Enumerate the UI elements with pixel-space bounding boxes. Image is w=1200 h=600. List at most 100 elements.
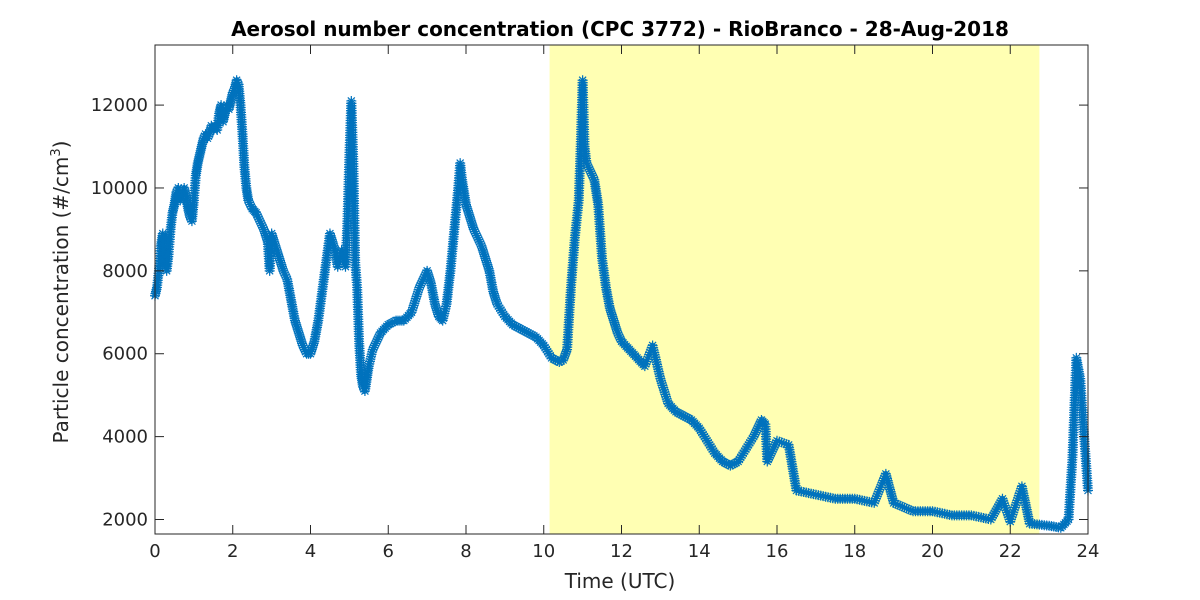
data-point: [274, 253, 285, 264]
data-point: [771, 437, 782, 448]
data-point: [479, 251, 490, 262]
data-point: [410, 293, 421, 304]
data-point: [608, 313, 619, 324]
data-point: [614, 332, 625, 343]
data-point: [890, 498, 901, 509]
data-point: [429, 299, 440, 310]
data-point: [418, 274, 429, 285]
data-point: [676, 409, 687, 420]
x-tick-label: 6: [383, 541, 394, 562]
data-point: [281, 272, 292, 283]
data-point: [472, 232, 483, 243]
data-point: [433, 309, 444, 320]
data-point: [1000, 502, 1011, 513]
y-tick-label: 8000: [102, 261, 148, 282]
chart-title: Aerosol number concentration (CPC 3772) …: [231, 17, 1009, 41]
data-point: [431, 305, 442, 316]
data-point: [674, 408, 685, 419]
data-point: [462, 205, 473, 216]
data-point: [291, 319, 302, 330]
data-point: [244, 197, 255, 208]
data-point: [305, 348, 316, 359]
data-point: [1011, 497, 1022, 508]
data-point: [422, 265, 433, 276]
data-point: [895, 500, 906, 511]
data-point: [471, 230, 482, 241]
data-point: [425, 276, 436, 287]
data-point: [640, 358, 651, 369]
data-point: [295, 334, 306, 345]
data-point: [260, 230, 271, 241]
data-point: [372, 334, 383, 345]
data-point: [877, 477, 888, 488]
data-point: [682, 412, 693, 423]
plot-area: 0 2 4 6 8 10 12 14 16 18 20 22 242000400060008000100…: [91, 44, 1100, 562]
data-point: [477, 245, 488, 256]
data-point: [461, 199, 471, 210]
data-point: [607, 311, 618, 322]
data-point: [1013, 490, 1024, 501]
data-point: [488, 286, 499, 297]
data-point: [585, 166, 596, 177]
data-point: [517, 324, 528, 335]
data-point: [228, 85, 239, 96]
data-point: [778, 438, 789, 449]
data-point: [985, 514, 996, 525]
x-tick-label: 0: [149, 541, 160, 562]
x-tick-label: 24: [1077, 541, 1100, 562]
data-point: [408, 300, 419, 311]
data-point: [406, 307, 417, 318]
data-point: [657, 380, 668, 391]
data-point: [873, 486, 884, 497]
y-axis-label-sup: 3: [49, 148, 64, 156]
shaded-region: [549, 45, 1040, 534]
data-point: [383, 319, 394, 330]
data-point: [307, 342, 318, 353]
data-point: [521, 326, 532, 337]
data-point: [297, 340, 308, 351]
x-tick-label: 20: [921, 541, 944, 562]
data-point: [369, 340, 380, 351]
data-point: [259, 226, 270, 237]
data-point: [661, 391, 672, 402]
data-point: [546, 352, 557, 363]
data-point: [276, 259, 287, 270]
data-point: [255, 218, 266, 229]
data-point: [306, 344, 317, 355]
data-point: [432, 307, 443, 318]
data-point: [582, 160, 593, 171]
data-point: [762, 456, 773, 467]
data-point: [280, 269, 291, 280]
data-point: [413, 284, 424, 295]
y-tick-label: 4000: [102, 427, 148, 448]
data-point: [768, 444, 779, 455]
data-point: [515, 323, 526, 334]
data-point: [769, 441, 780, 452]
data-point: [550, 354, 561, 365]
data-point: [266, 228, 277, 239]
data-point: [680, 411, 691, 422]
data-point: [509, 320, 520, 331]
y-tick-label: 10000: [91, 178, 148, 199]
data-point: [481, 257, 492, 268]
data-point: [202, 133, 213, 144]
data-point: [870, 493, 881, 504]
data-point: [989, 508, 1000, 519]
data-point: [231, 75, 242, 86]
data-point: [870, 495, 881, 506]
data-point: [583, 162, 594, 173]
data-point: [482, 259, 493, 270]
data-point: [370, 338, 381, 349]
data-point: [644, 349, 655, 360]
data-point: [561, 346, 572, 357]
data-point: [750, 427, 761, 438]
data-point: [991, 504, 1002, 515]
x-tick-label: 4: [305, 541, 316, 562]
data-point: [993, 499, 1004, 510]
data-point: [424, 274, 435, 285]
data-point: [871, 491, 882, 502]
data-point: [424, 272, 435, 283]
data-point: [719, 457, 730, 468]
data-point: [672, 407, 683, 418]
data-point: [270, 240, 281, 251]
